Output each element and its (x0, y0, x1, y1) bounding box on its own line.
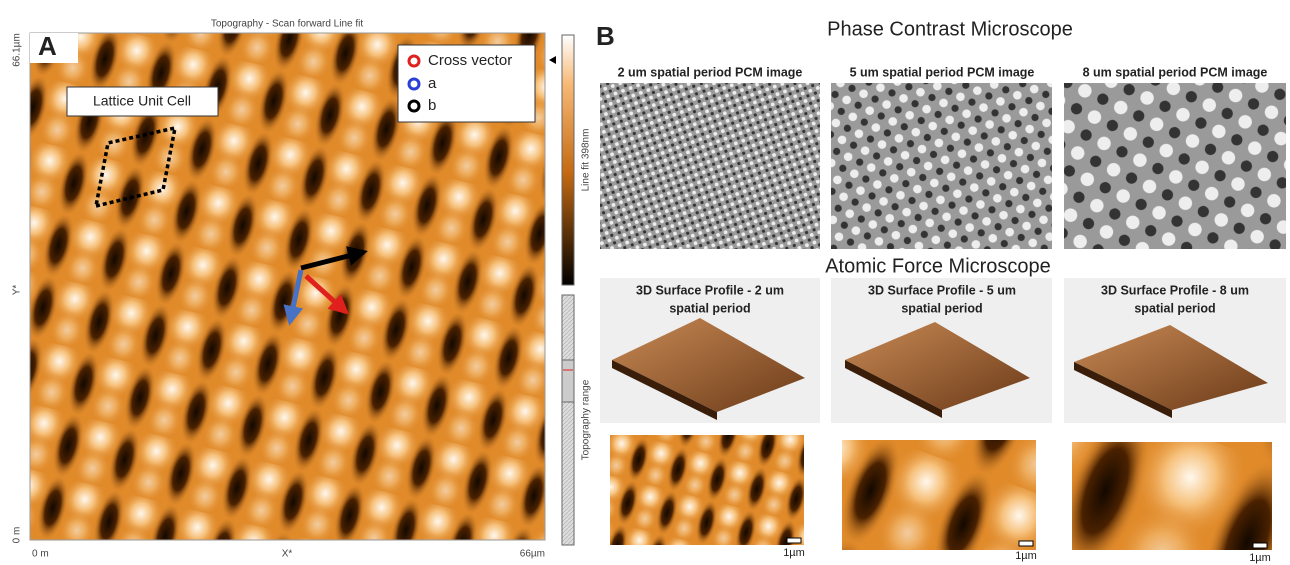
panel-label: B (596, 21, 615, 51)
pcm-caption: 2 um spatial period PCM image (618, 65, 803, 79)
x-right: 66µm (520, 549, 545, 560)
profile-caption: spatial period (901, 301, 982, 315)
afm-tile (1072, 442, 1272, 550)
colorbar-pointer (549, 56, 556, 64)
scan-title: Topography - Scan forward Line fit (211, 19, 364, 30)
annotation: Lattice Unit Cell (93, 93, 191, 109)
y-top: 66.1µm (12, 33, 23, 67)
scale-label: 1µm (1015, 550, 1037, 562)
range-label: Topography range (581, 379, 592, 460)
profile-caption: 3D Surface Profile - 8 um (1101, 283, 1249, 297)
profile-caption: spatial period (669, 301, 750, 315)
legend-entry: Cross vector (428, 52, 512, 69)
pcm-title: Phase Contrast Microscope (827, 18, 1073, 40)
range-bar (562, 295, 574, 545)
panel-label: A (38, 31, 57, 61)
y-mid: Y* (12, 285, 23, 296)
pcm-caption: 8 um spatial period PCM image (1083, 65, 1268, 79)
profile-caption: 3D Surface Profile - 2 um (636, 283, 784, 297)
afm-tile (610, 435, 804, 545)
pcm-image (1064, 83, 1286, 249)
colorbar (562, 35, 574, 285)
scale-label: 1µm (1249, 552, 1271, 564)
colorbar-label: Line fit 398nm (581, 129, 592, 192)
figure: A Topography - Scan forward Line fit 66.… (0, 0, 1290, 565)
y-bottom: 0 m (12, 527, 23, 544)
x-left: 0 m (32, 549, 49, 560)
scale-bar (787, 538, 801, 543)
pcm-image (600, 83, 820, 249)
pcm-caption: 5 um spatial period PCM image (850, 65, 1035, 79)
legend-entry: a (428, 75, 437, 92)
profile-caption: 3D Surface Profile - 5 um (868, 283, 1016, 297)
profile-caption: spatial period (1134, 301, 1215, 315)
range-window (562, 360, 574, 402)
scale-bar (1019, 541, 1033, 546)
afm-title: Atomic Force Microscope (825, 255, 1051, 277)
afm-tile (842, 440, 1036, 550)
pcm-image (831, 83, 1052, 249)
scale-bar (1253, 543, 1267, 548)
x-mid: X* (282, 549, 293, 560)
profile-panels (600, 278, 1286, 423)
scale-label: 1µm (783, 547, 805, 559)
legend-entry: b (428, 97, 436, 114)
